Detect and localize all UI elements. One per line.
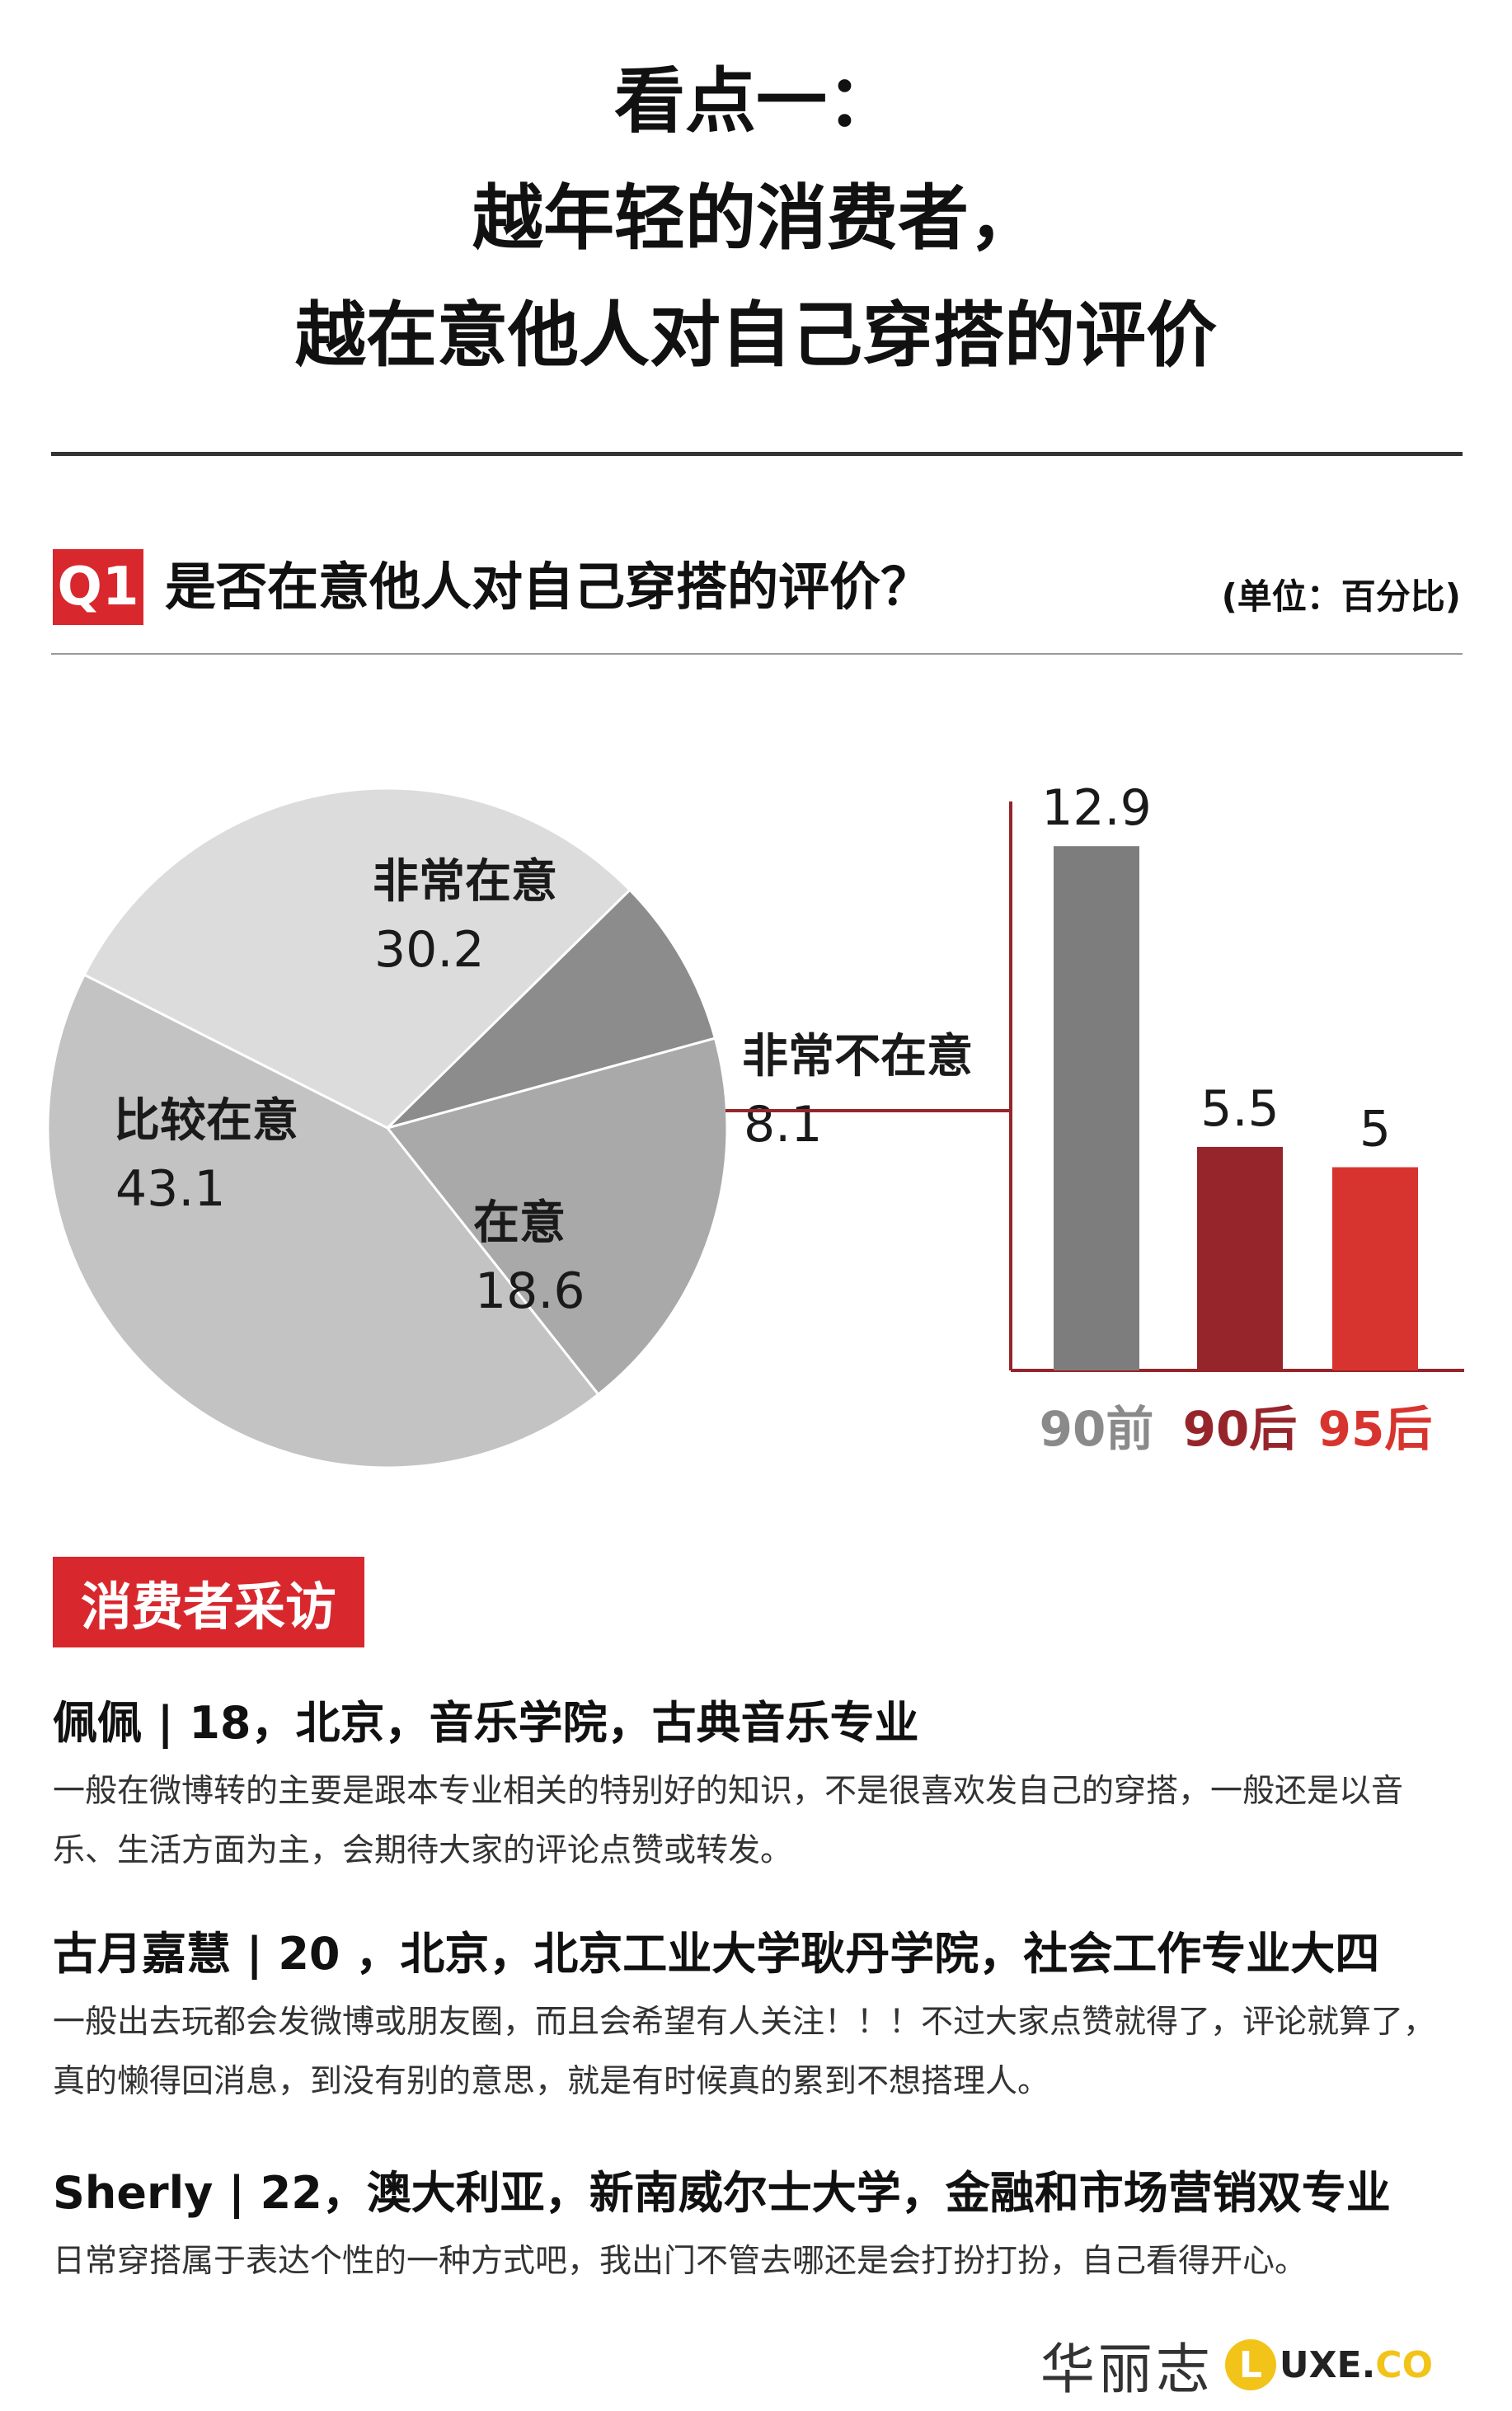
interview-section-badge: 消费者采访: [53, 1557, 365, 1647]
footer-brand: 华丽志 L UXE.CO: [1040, 2325, 1433, 2404]
pie-label-care-value: 18.6: [475, 1262, 585, 1320]
logo-text: UXE.CO: [1280, 2344, 1433, 2386]
bar-pre90: [1054, 846, 1139, 1370]
interviewee-info: 佩佩 | 18，北京，音乐学院，古典音乐专业: [53, 1697, 919, 1749]
pie-label-very-care-value: 30.2: [374, 921, 485, 979]
interviewee-info: 古月嘉慧 | 20 ，北京，北京工业大学耿丹学院，社会工作专业大四: [53, 1928, 1380, 1980]
pie-label-care: 在意 18.6: [473, 1196, 585, 1320]
bar-chart: 12.9 90前 5.5 90后 5 95后: [725, 779, 1464, 1457]
pie-label-fairly-care-name: 比较在意: [114, 1094, 298, 1148]
luxe-logo: L UXE.CO: [1224, 2339, 1433, 2390]
question-text: 是否在意他人对自己穿搭的评价？: [165, 557, 932, 617]
bar-post90-category-label: 90后: [1183, 1401, 1298, 1457]
bar-pre90-category-label: 90前: [1040, 1401, 1154, 1457]
pie-label-very-care-name: 非常在意: [373, 855, 557, 909]
interviewee-info: Sherly | 22，澳大利亚，新南威尔士大学，金融和市场营销双专业: [53, 2167, 1391, 2219]
pie-slice-fairly-care: [46, 973, 600, 1469]
interview-quote: 一般出去玩都会发微博或朋友圈，而且会希望有人关注！！！不过大家点赞就得了，评论就…: [53, 2003, 1436, 2100]
bar-pre90-value-label: 12.9: [1041, 779, 1152, 837]
pie-label-very-care: 非常在意 30.2: [373, 855, 557, 979]
bar-post90: [1197, 1146, 1283, 1370]
interview-item: 佩佩 | 18，北京，音乐学院，古典音乐专业 一般在微博转的主要是跟本专业相关的…: [53, 1697, 1463, 1881]
interview-quote: 一般在微博转的主要是跟本专业相关的特别好的知识，不是很喜欢发自己的穿搭，一般还是…: [53, 1772, 1404, 1869]
logo-circle-icon: L: [1224, 2339, 1276, 2390]
unit-label: (单位：百分比): [1221, 576, 1461, 617]
pie-slice-not-care: [383, 888, 717, 1130]
bar-post95-value-label: 5: [1359, 1101, 1391, 1159]
title-line-1: 看点一：: [614, 60, 898, 143]
pie-slice-care: [385, 1036, 729, 1397]
pie-label-not-care-name: 非常不在意: [742, 1030, 973, 1083]
title-line-2: 越年轻的消费者，: [472, 177, 1040, 260]
title-divider: [51, 452, 1463, 456]
question-divider: [51, 653, 1463, 655]
question-badge: Q1: [53, 549, 143, 625]
logo-text-main: UXE.: [1279, 2343, 1376, 2386]
brand-name: 华丽志: [1040, 2338, 1214, 2401]
title-line-3: 越在意他人对自己穿搭的评价: [295, 294, 1217, 377]
interview-quote: 日常穿搭属于表达个性的一种方式吧，我出门不管去哪还是会打扮打扮，自己看得开心。: [53, 2242, 1308, 2280]
pie-label-not-care: 非常不在意 8.1: [742, 1030, 973, 1154]
pie-label-care-name: 在意: [473, 1196, 566, 1250]
pie-label-fairly-care-value: 43.1: [115, 1160, 226, 1218]
pie-label-not-care-value: 8.1: [744, 1096, 822, 1154]
logo-text-suffix: CO: [1375, 2343, 1433, 2386]
bar-post90-value-label: 5.5: [1200, 1080, 1279, 1138]
chart-area: 非常在意 30.2 非常不在意 8.1 在意 18.6 比较在意 43.1 12.9 90前 5.…: [46, 779, 1464, 1469]
bar-post95: [1332, 1167, 1418, 1370]
interview-item: Sherly | 22，澳大利亚，新南威尔士大学，金融和市场营销双专业 日常穿搭…: [53, 2167, 1463, 2291]
bar-post95-category-label: 95后: [1318, 1401, 1433, 1457]
pie-label-fairly-care: 比较在意 43.1: [114, 1094, 298, 1218]
pie-chart: 非常在意 30.2 非常不在意 8.1 在意 18.6 比较在意 43.1: [46, 787, 973, 1469]
interview-item: 古月嘉慧 | 20 ，北京，北京工业大学耿丹学院，社会工作专业大四 一般出去玩都…: [53, 1928, 1463, 2112]
